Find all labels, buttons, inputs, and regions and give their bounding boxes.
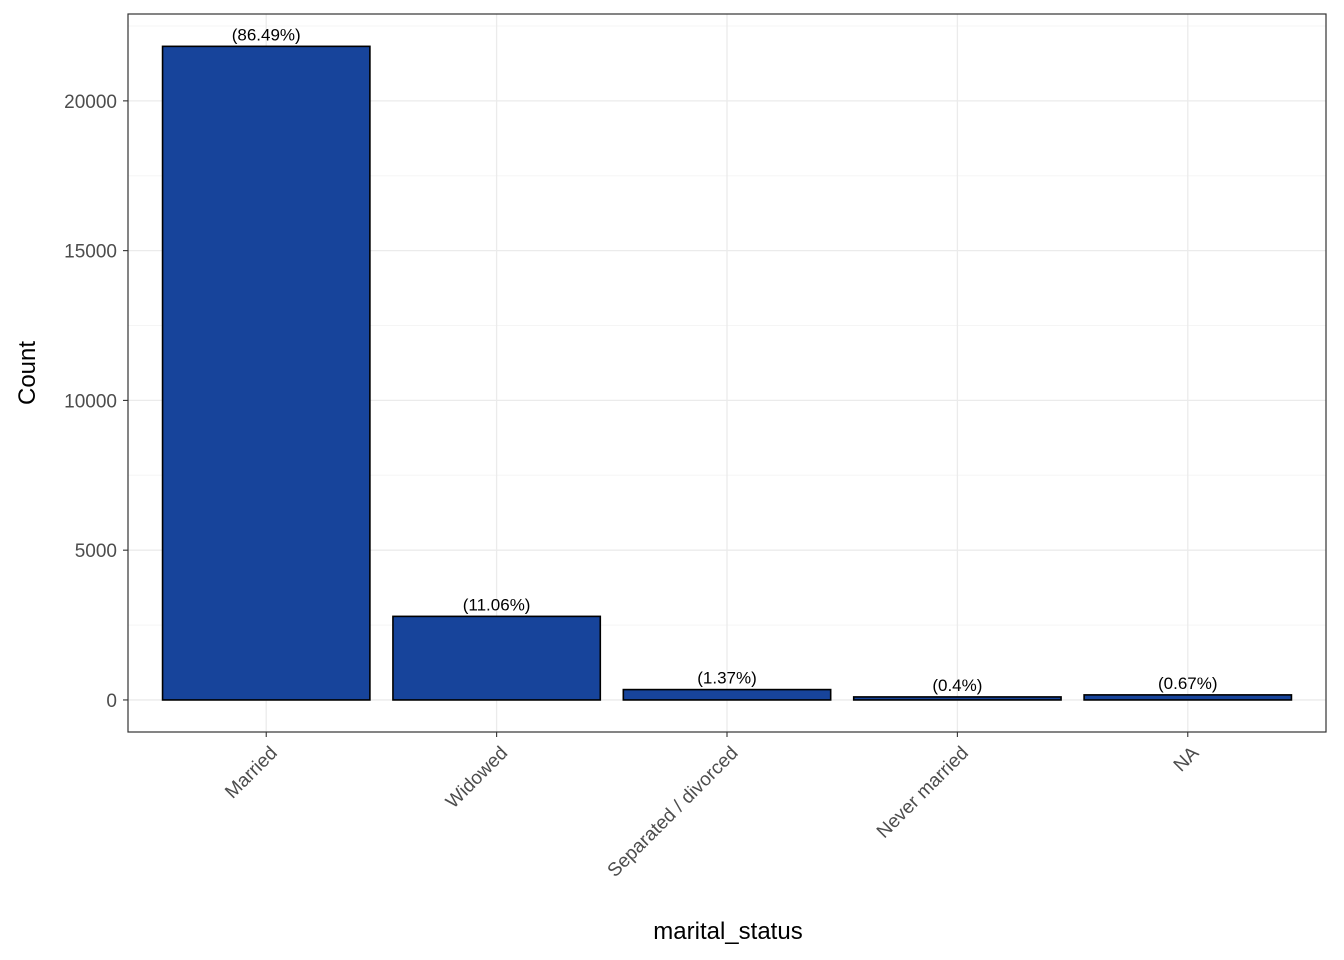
x-tick-label: Separated / divorced [604,743,743,882]
bar [393,616,600,700]
x-tick-label: Married [221,743,281,803]
x-axis-title: marital_status [653,918,802,945]
bar-data-label: (86.49%) [232,25,301,44]
x-tick-label: Never married [873,743,973,843]
bar-data-label: (11.06%) [463,595,531,614]
bar [163,46,370,700]
y-tick-label: 15000 [64,242,117,263]
y-axis: 0 5000 10000 15000 20000 [64,92,128,712]
y-tick-label: 10000 [64,391,117,412]
x-axis: Married Widowed Separated / divorced Never … [221,732,1203,882]
bar-data-label: (0.67%) [1158,674,1218,693]
y-tick-label: 0 [106,691,117,712]
y-tick-label: 20000 [64,92,117,113]
bar-data-label: (0.4%) [932,676,982,695]
bar [854,697,1061,700]
y-tick-label: 5000 [75,541,117,562]
bar-data-label: (1.37%) [697,669,757,688]
x-tick-label: Widowed [442,743,512,813]
y-axis-title: Count [14,341,41,405]
x-tick-label: NA [1170,742,1204,776]
bar [623,690,830,700]
data-labels-layer: (86.49%) (11.06%) (1.37%) (0.4%) (0.67%) [232,25,1218,695]
bar [1084,695,1291,700]
